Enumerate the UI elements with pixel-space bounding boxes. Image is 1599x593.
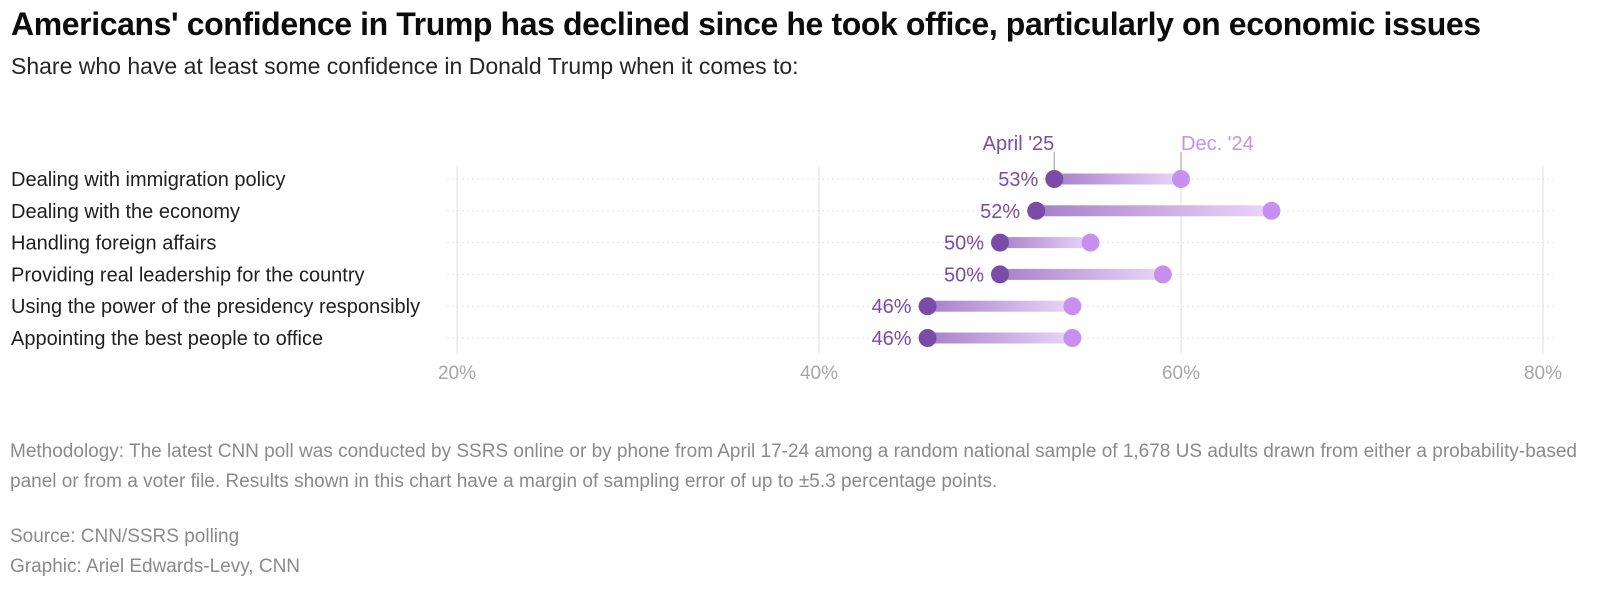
change-bar: [1000, 237, 1091, 249]
change-bar: [927, 332, 1073, 344]
legend-dec: Dec. '24: [1181, 133, 1254, 155]
dec-dot: [1063, 329, 1082, 347]
april-dot: [1027, 201, 1046, 220]
change-bar: [1036, 205, 1272, 217]
category-label: Handling foreign affairs: [11, 233, 216, 255]
chart-title: Americans' confidence in Trump has decli…: [11, 6, 1481, 42]
dec-dot: [1081, 233, 1100, 252]
x-tick-label: 20%: [438, 363, 476, 384]
category-label: Using the power of the presidency respon…: [11, 296, 420, 318]
legend-april: April '25: [983, 133, 1055, 155]
x-tick-label: 60%: [1162, 363, 1200, 384]
x-tick-label: 40%: [800, 363, 838, 384]
april-value-label: 52%: [980, 201, 1020, 223]
april-value-label: 46%: [872, 328, 912, 350]
april-dot: [918, 329, 937, 347]
category-label: Providing real leadership for the countr…: [11, 264, 365, 286]
april-dot: [991, 265, 1009, 284]
dec-dot: [1153, 265, 1172, 284]
dec-dot: [1063, 297, 1082, 316]
dec-dot: [1262, 201, 1281, 220]
april-dot: [991, 233, 1009, 252]
april-dot: [1045, 170, 1064, 188]
dumbbell-chart: 20% 40% 60% 80% April '25 Dec. '24 Dealing wit…: [11, 133, 1562, 384]
methodology-note: Methodology: The latest CNN poll was con…: [10, 441, 1577, 492]
april-value-label: 50%: [944, 233, 984, 255]
dec-dot: [1172, 170, 1190, 188]
x-tick-label: 80%: [1524, 363, 1562, 384]
chart-subtitle: Share who have at least some confidence …: [11, 53, 799, 79]
change-bar: [1054, 173, 1181, 185]
category-label: Appointing the best people to office: [11, 328, 323, 350]
change-bar: [1000, 268, 1163, 280]
category-label: Dealing with the economy: [11, 201, 240, 223]
april-value-label: 46%: [872, 296, 912, 318]
april-dot: [918, 297, 937, 316]
change-bar: [927, 300, 1073, 312]
graphic-credit: Graphic: Ariel Edwards-Levy, CNN: [10, 556, 301, 577]
source-note: Source: CNN/SSRS polling: [10, 526, 240, 547]
category-label: Dealing with immigration policy: [11, 169, 286, 191]
april-value-label: 50%: [944, 264, 984, 286]
april-value-label: 53%: [998, 169, 1038, 191]
